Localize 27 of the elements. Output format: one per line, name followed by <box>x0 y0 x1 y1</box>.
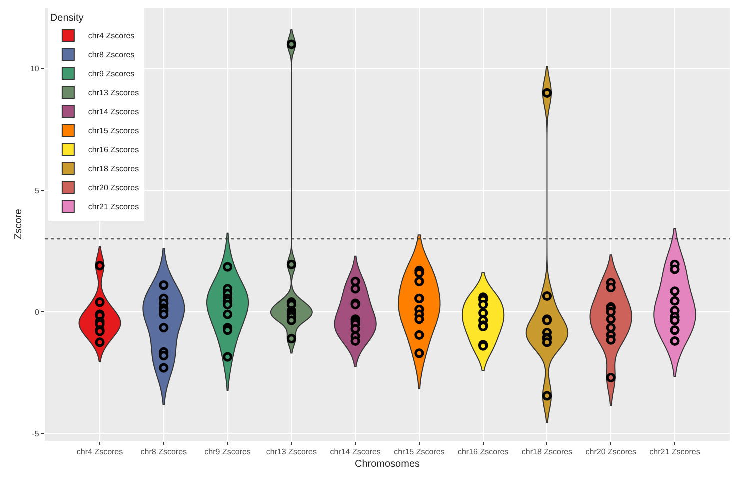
x-tick-label: chr18 Zscores <box>522 448 573 457</box>
legend-label: chr18 Zscores <box>88 164 140 174</box>
x-axis-title: Chromosomes <box>354 459 420 470</box>
legend-label: chr13 Zscores <box>88 88 140 98</box>
x-tick-label: chr4 Zscores <box>76 448 124 457</box>
y-axis-title: Zscore <box>13 208 24 240</box>
y-tick-label: 0 <box>34 308 40 317</box>
legend-label: chr8 Zscores <box>88 50 135 60</box>
y-tick-label: 10 <box>30 64 40 74</box>
x-tick-label: chr14 Zscores <box>330 448 381 457</box>
x-tick-label: chr13 Zscores <box>266 448 318 457</box>
y-tick-label: -5 <box>32 430 40 438</box>
legend-title: Density <box>50 13 84 24</box>
legend-label: chr14 Zscores <box>88 108 140 117</box>
x-tick-label: chr15 Zscores <box>394 448 445 457</box>
y-tick-label: 5 <box>34 186 40 196</box>
x-tick-label: chr9 Zscores <box>204 448 251 457</box>
legend-label: chr15 Zscores <box>88 126 140 136</box>
x-tick-label: chr16 Zscores <box>458 448 509 457</box>
x-tick-label: chr20 Zscores <box>586 448 636 457</box>
legend-label: chr20 Zscores <box>88 184 140 193</box>
x-tick-label: chr8 Zscores <box>140 448 188 457</box>
legend-label: chr21 Zscores <box>88 202 140 212</box>
x-tick-label: chr21 Zscores <box>650 448 700 457</box>
legend-label: chr4 Zscores <box>88 32 135 41</box>
legend-label: chr16 Zscores <box>88 146 140 155</box>
legend-label: chr9 Zscores <box>88 70 135 79</box>
